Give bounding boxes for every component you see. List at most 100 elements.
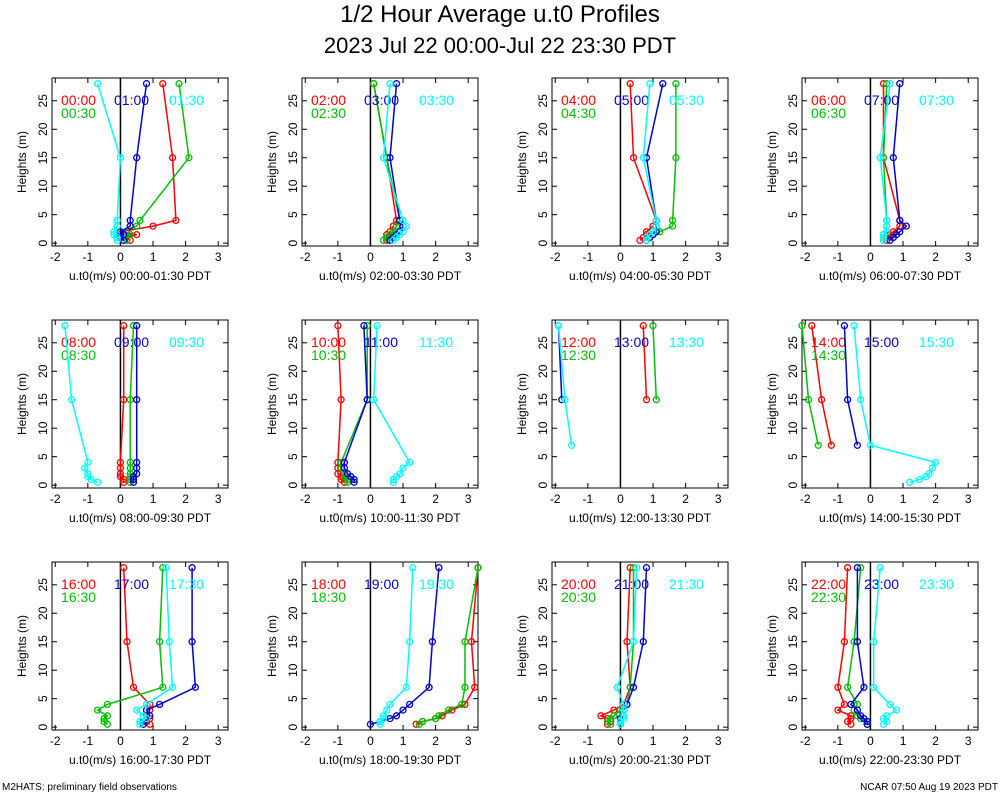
- data-point: [928, 464, 937, 472]
- data-point: [84, 472, 92, 481]
- data-point: [804, 396, 813, 404]
- y-tick-label: 10: [786, 179, 800, 193]
- legend-entry: 05:00: [614, 92, 649, 108]
- data-point: [168, 683, 177, 691]
- series-line: [843, 325, 859, 446]
- data-point: [120, 564, 128, 572]
- x-tick-label: -1: [83, 734, 94, 748]
- data-point: [412, 720, 420, 728]
- profile-panel: -2 -1 0 1 2 3 0 5 10 15 20 25 Heights (m) u.t0(m/s) 2…: [765, 561, 979, 767]
- data-point: [915, 475, 923, 484]
- y-tick-label: 0: [536, 481, 550, 488]
- y-tick-label: 5: [536, 453, 550, 460]
- data-point: [165, 638, 173, 646]
- data-point: [379, 714, 388, 723]
- legend-entry: 17:00: [114, 576, 149, 592]
- data-point: [402, 222, 410, 230]
- y-tick-label: 25: [36, 94, 50, 108]
- legend-entry: 14:30: [811, 347, 846, 363]
- x-tick-label: 1: [400, 734, 407, 748]
- data-point: [642, 236, 651, 244]
- x-tick-label: 0: [617, 734, 624, 748]
- data-point: [191, 683, 200, 691]
- y-tick-label: 5: [286, 211, 300, 218]
- data-point: [113, 236, 121, 244]
- data-point: [597, 712, 605, 720]
- data-point: [435, 564, 443, 572]
- legend-entry: 23:30: [919, 576, 954, 592]
- data-point: [896, 80, 904, 88]
- data-point: [672, 80, 680, 88]
- data-point: [399, 464, 407, 472]
- x-tick-label: 2: [432, 250, 439, 264]
- data-point: [840, 322, 849, 330]
- x-tick-label: 3: [715, 250, 722, 264]
- y-tick-label: 10: [536, 421, 550, 435]
- x-tick-label: 2: [182, 492, 189, 506]
- data-point: [428, 638, 437, 646]
- x-tick-label: -1: [833, 734, 844, 748]
- x-tick-label: -1: [583, 492, 594, 506]
- x-tick-label: 2: [682, 250, 689, 264]
- plot-frame: [301, 561, 479, 731]
- data-point: [843, 683, 852, 691]
- data-point: [113, 216, 121, 225]
- data-point: [370, 396, 378, 404]
- data-point: [883, 712, 891, 720]
- y-tick-label: 25: [36, 578, 50, 592]
- legend-entry: 11:00: [364, 334, 398, 350]
- data-point: [67, 396, 76, 404]
- x-tick-label: 0: [117, 734, 124, 748]
- y-tick-label: 5: [786, 695, 800, 702]
- x-tick-label: 0: [867, 250, 874, 264]
- data-point: [445, 706, 453, 714]
- x-tick-label: -2: [300, 492, 311, 506]
- data-point: [343, 470, 352, 478]
- legend-entry: 00:00: [61, 92, 96, 108]
- x-tick-label: -2: [50, 492, 61, 506]
- data-point: [133, 458, 141, 467]
- data-point: [142, 80, 151, 88]
- legend-entry: 01:00: [114, 92, 149, 108]
- data-point: [461, 638, 469, 646]
- data-point: [360, 322, 368, 330]
- data-point: [639, 322, 647, 330]
- y-tick-label: 10: [286, 421, 300, 435]
- y-axis-label: Heights (m): [765, 615, 779, 677]
- x-tick-label: -1: [83, 492, 94, 506]
- x-axis-label: u.t0(m/s) 02:00-03:30 PDT: [319, 269, 462, 283]
- y-tick-label: 5: [36, 695, 50, 702]
- profile-panel: -2 -1 0 1 2 3 0 5 10 15 20 25 Heights (m) u.t0(m/s) 0…: [15, 319, 229, 525]
- data-point: [136, 717, 144, 726]
- data-point: [334, 322, 342, 330]
- y-tick-label: 10: [286, 179, 300, 193]
- x-tick-label: 2: [432, 492, 439, 506]
- plot-frame: [51, 319, 229, 489]
- y-axis-label: Heights (m): [15, 131, 29, 193]
- y-tick-label: 15: [36, 635, 50, 649]
- data-point: [642, 396, 651, 404]
- data-point: [471, 683, 479, 691]
- y-tick-label: 20: [286, 122, 300, 136]
- x-tick-label: 3: [965, 734, 972, 748]
- legend-entry: 10:00: [311, 334, 346, 350]
- data-point: [133, 322, 141, 330]
- data-point: [808, 322, 816, 330]
- data-point: [870, 638, 878, 646]
- x-tick-label: 1: [400, 492, 407, 506]
- data-point: [159, 564, 167, 572]
- y-tick-label: 25: [786, 578, 800, 592]
- data-point: [103, 712, 112, 720]
- x-tick-label: -2: [50, 734, 61, 748]
- x-tick-label: -1: [333, 250, 344, 264]
- x-tick-label: 2: [182, 250, 189, 264]
- y-tick-label: 15: [786, 151, 800, 165]
- legend-entry: 03:30: [419, 92, 454, 108]
- data-point: [133, 396, 141, 404]
- y-tick-label: 25: [786, 336, 800, 350]
- x-axis-label: u.t0(m/s) 16:00-17:30 PDT: [69, 753, 212, 767]
- data-point: [399, 706, 407, 714]
- data-point: [458, 700, 466, 709]
- x-axis-label: u.t0(m/s) 14:00-15:30 PDT: [819, 511, 962, 525]
- data-point: [659, 80, 667, 88]
